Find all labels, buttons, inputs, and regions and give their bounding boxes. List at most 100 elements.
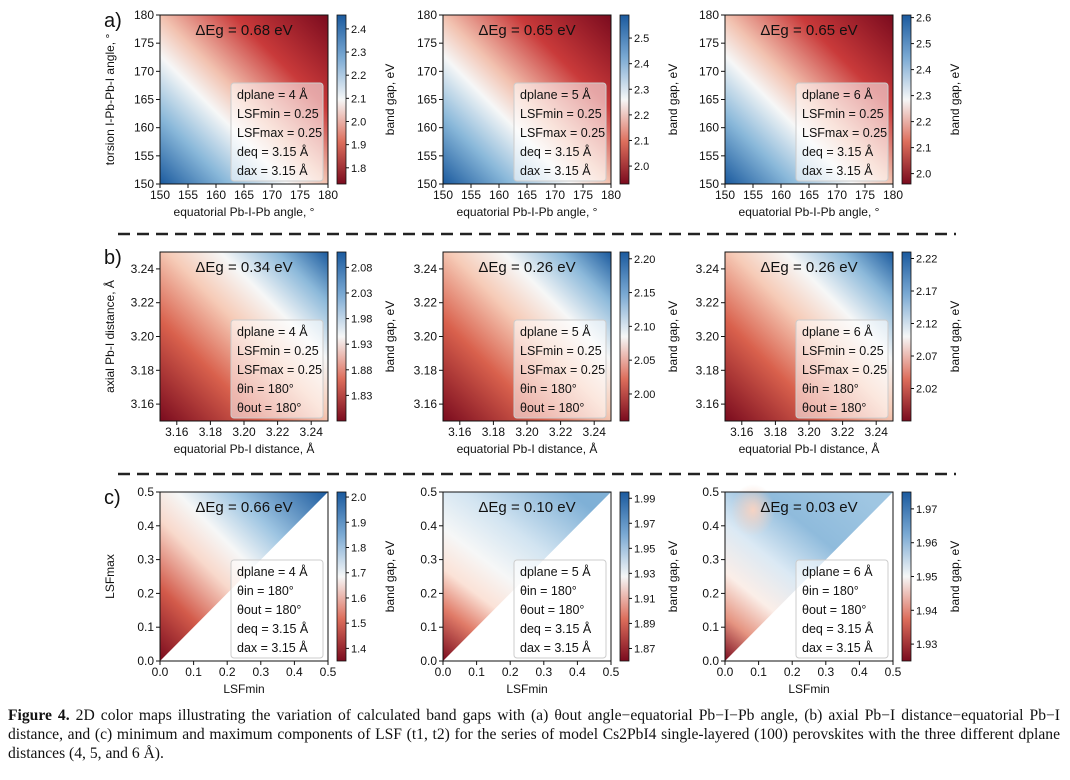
colorbar-tick-label: 1.91	[634, 593, 655, 605]
y-tick-label: 0.4	[420, 519, 437, 533]
y-tick-label: 0.0	[702, 654, 719, 668]
legend-box	[795, 559, 889, 659]
legend-entry: dplane = 6 Å	[802, 324, 873, 339]
x-tick-label: 150	[433, 188, 453, 202]
chart-panel-b2: 3.16 3.18 3.20 3.22 3.24 3.16 3.18 3.20 3.22 3.24…	[414, 251, 680, 456]
x-axis-label: equatorial Pb-I distance, Å	[174, 441, 315, 456]
legend-entry: θout = 180°	[237, 603, 301, 617]
y-tick-label: 0.5	[420, 485, 437, 499]
colorbar-tick-label: 2.3	[916, 91, 931, 103]
y-tick-label: 150	[134, 177, 154, 191]
colorbar-tick-label: 1.8	[351, 163, 366, 175]
legend-entry: dax = 3.15 Å	[802, 640, 873, 655]
colorbar-tick-label: 2.10	[634, 321, 655, 333]
x-tick-label: 180	[883, 188, 903, 202]
chart-title: ΔEg = 0.34 eV	[195, 259, 292, 276]
colorbar-tick-label: 1.93	[916, 639, 937, 651]
legend-entry: LSFmin = 0.25	[237, 107, 319, 121]
y-tick-label: 3.16	[131, 397, 155, 411]
y-tick-label: 3.20	[696, 330, 720, 344]
chart-panel-a2: 150 155 160 165 170 175 180 150 155 160 165 170 175 1…	[417, 8, 680, 219]
colorbar-tick-label: 2.5	[634, 33, 649, 45]
y-tick-label: 0.2	[702, 586, 719, 600]
x-tick-label: 3.16	[730, 425, 754, 439]
legend-entry: LSFmax = 0.25	[237, 126, 322, 140]
x-tick-label: 3.24	[865, 425, 889, 439]
x-tick-label: 3.20	[232, 425, 256, 439]
y-tick-label: 0.2	[137, 586, 154, 600]
legend-entry: dplane = 6 Å	[802, 564, 873, 579]
colorbar	[619, 14, 630, 185]
colorbar-tick-label: 2.07	[916, 351, 937, 363]
plot-frame	[442, 491, 612, 662]
chart-panel-a1: 150 155 160 165 170 175 180 150 155 160 165 170 175 1…	[103, 8, 397, 219]
y-tick-label: 0.0	[137, 654, 154, 668]
y-tick-label: 3.20	[131, 330, 155, 344]
colorbar-tick-label: 2.02	[916, 384, 937, 396]
x-tick-label: 0.0	[717, 665, 734, 679]
y-tick-label: 0.1	[137, 620, 154, 634]
chart-panel-c2: 0.0 0.1 0.2 0.3 0.4 0.5 0.0 0.1 0.2 0.3 0.4 0.5 LSFm…	[420, 485, 680, 696]
x-tick-label: 3.24	[300, 425, 324, 439]
colorbar-tick-label: 2.03	[351, 288, 372, 300]
y-tick-label: 0.3	[137, 553, 154, 567]
colorbar-tick-label: 2.2	[916, 117, 931, 129]
plot-frame	[724, 491, 894, 662]
x-tick-label: 3.18	[199, 425, 223, 439]
x-tick-label: 0.4	[569, 665, 586, 679]
colorbar	[336, 14, 347, 185]
x-tick-label: 0.3	[535, 665, 552, 679]
colorbar-tick-label: 2.22	[916, 254, 937, 266]
colorbar-tick-label: 1.5	[351, 618, 366, 630]
y-tick-label: 170	[417, 64, 437, 78]
legend-entry: dplane = 5 Å	[520, 564, 591, 579]
colorbar-tick-label: 1.7	[351, 568, 366, 580]
y-tick-label: 3.18	[696, 363, 720, 377]
y-tick-label: 150	[699, 177, 719, 191]
plot-frame	[159, 491, 329, 662]
colorbar-tick-label: 2.5	[916, 39, 931, 51]
legend-box	[230, 319, 324, 419]
legend-box	[513, 319, 607, 419]
panel-row-label: c)	[104, 487, 121, 509]
legend-entry: LSFmax = 0.25	[520, 126, 605, 140]
colorbar-tick-label: 2.17	[916, 286, 937, 298]
panel-row-label: b)	[104, 247, 122, 269]
colorbar	[336, 251, 347, 422]
colorbar-tick-label: 1.93	[351, 339, 372, 351]
legend-entry: deq = 3.15 Å	[520, 144, 592, 159]
colorbar-tick-label: 1.4	[351, 643, 366, 655]
chart-panel-b3: 3.16 3.18 3.20 3.22 3.24 3.16 3.18 3.20 3.22 3.24…	[696, 251, 962, 456]
legend-entry: LSFmin = 0.25	[802, 344, 884, 358]
x-axis-label: equatorial Pb-I distance, Å	[457, 441, 598, 456]
colorbar	[619, 491, 630, 662]
x-tick-label: 0.2	[784, 665, 801, 679]
legend-box	[795, 319, 889, 419]
y-tick-label: 155	[699, 149, 719, 163]
caption-label: Figure 4.	[8, 707, 70, 724]
y-tick-label: 175	[134, 36, 154, 50]
legend-box	[230, 82, 324, 182]
chart-title: ΔEg = 0.26 eV	[760, 259, 857, 276]
x-axis-label: equatorial Pb-I distance, Å	[739, 441, 880, 456]
y-tick-label: 180	[699, 8, 719, 22]
x-tick-label: 150	[150, 188, 170, 202]
x-tick-label: 3.20	[797, 425, 821, 439]
y-tick-label: 0.4	[137, 519, 154, 533]
colorbar	[901, 14, 912, 185]
colorbar-tick-label: 1.95	[634, 543, 655, 555]
x-tick-label: 175	[573, 188, 593, 202]
y-axis-label: axial Pb-I distance, Å	[102, 280, 117, 393]
y-tick-label: 155	[417, 149, 437, 163]
colorbar-tick-label: 2.05	[634, 355, 655, 367]
panel-row-label: a)	[104, 10, 122, 32]
x-tick-label: 0.4	[286, 665, 303, 679]
chart-title: ΔEg = 0.65 eV	[760, 22, 857, 39]
legend-entry: dax = 3.15 Å	[802, 163, 873, 178]
x-tick-label: 0.3	[817, 665, 834, 679]
x-axis-label: equatorial Pb-I-Pb angle, °	[739, 205, 880, 219]
legend-entry: θin = 180°	[237, 382, 294, 396]
x-tick-label: 0.3	[252, 665, 269, 679]
legend-entry: deq = 3.15 Å	[237, 621, 309, 636]
x-axis-label: LSFmin	[223, 682, 264, 696]
